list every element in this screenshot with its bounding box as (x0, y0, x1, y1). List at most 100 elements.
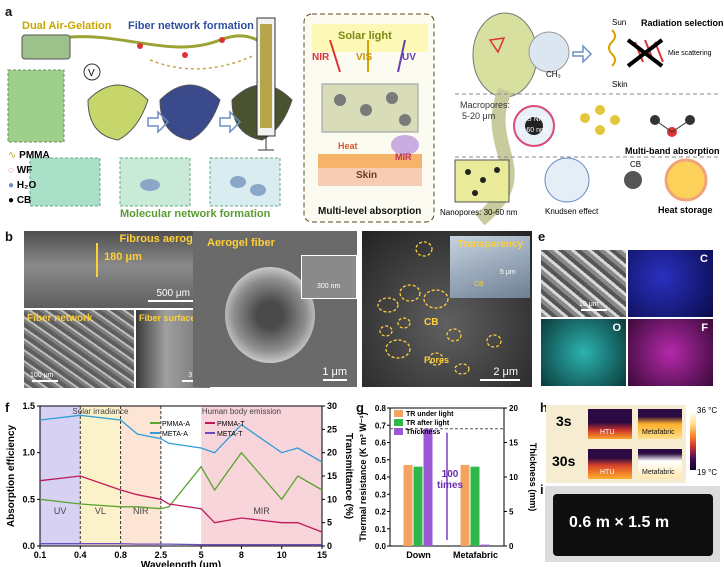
pmma-wave-icon: ∿ (8, 150, 17, 161)
legend-label-pmma-t: PMMA-T (217, 421, 245, 428)
heat-label: Heat (338, 141, 358, 151)
series-line-pmma-a (39, 451, 323, 510)
y2-tick-label: 15 (327, 471, 337, 481)
map-f-label: F (701, 322, 708, 334)
legend-item-h2o: ● H₂O (8, 180, 37, 191)
solar-light-label: Solar light (338, 30, 392, 42)
region-nir (120, 406, 161, 546)
y-tick-label-g: 0.2 (375, 508, 387, 517)
bar-down-1 (413, 466, 423, 546)
y2-tick-label-g: 0 (509, 542, 514, 551)
y2-axis-label: Transmittance (%) (343, 433, 354, 519)
region-label-vl: VL (95, 506, 106, 516)
legend-label-pmma-a: PMMA-A (162, 421, 190, 428)
panel-label-e: e (538, 229, 546, 244)
uv-label: UV (402, 52, 416, 63)
category-label-metafabric: Metafabric (453, 550, 498, 560)
thickness-label: 180 μm (104, 251, 142, 263)
htu-30s-image (588, 449, 632, 479)
scale-main-c-label: 1 μm (322, 366, 347, 378)
scale-bar-d (480, 379, 520, 381)
panel-label-a: a (5, 4, 13, 19)
region-uv (40, 406, 81, 546)
panel-label-h: h (540, 400, 548, 415)
cb-label-d: CB (424, 317, 439, 328)
htu-label-2: HTU (600, 469, 615, 476)
h2o-dot-icon: ● (8, 180, 15, 191)
panel-label-i: i (540, 482, 544, 497)
fabric-sheet (553, 494, 713, 556)
scale-main-d-label: 2 μm (493, 366, 518, 378)
scale-bar-left (32, 380, 58, 382)
fiber-surface-label: Fiber surface (139, 313, 196, 323)
solar-irradiance-label: Solar irradiance (72, 407, 129, 416)
cb-nps-size-label: (~60 nm) (520, 127, 549, 134)
temp-min-label: 19 °C (697, 468, 718, 477)
x-axis-label: Wavelength (μm) (141, 560, 221, 567)
region-label-uv: UV (54, 506, 67, 516)
metafabric-label-2: Metafabric (642, 469, 675, 476)
scale-inset-d-label: 5 μm (500, 269, 516, 276)
cb-dot-icon: ● (8, 195, 15, 206)
panel-c-inset (301, 255, 357, 299)
aerogel-fiber-crosssection (225, 267, 315, 363)
y-tick-label-g: 0.6 (375, 439, 387, 448)
y-tick-label: 0.5 (22, 494, 35, 504)
mie-scattering-label: Mie scattering (668, 50, 712, 57)
y2-tick-label: 25 (327, 424, 337, 434)
y-tick-label-g: 0.7 (375, 421, 387, 430)
htu-label-1: HTU (600, 429, 615, 436)
panel-a-legend: ∿ PMMA ◌ WF ● H₂O ● CB (8, 148, 50, 208)
macropores-size-label: 5-20 μm (462, 111, 496, 121)
y2-tick-label: 30 (327, 401, 337, 411)
fibrous-aerogel-label: Fibrous aerogel (119, 233, 202, 245)
y-tick-label: 0.0 (22, 541, 35, 551)
vis-label: VIS (356, 52, 373, 63)
metafabric-30s-image (638, 449, 682, 479)
fiber-network-label: Fiber network (27, 313, 93, 324)
y2-tick-label: 5 (327, 518, 332, 528)
panel-c-aerogel-fiber-image: Aerogel fiber 300 nm 1 μm (193, 231, 357, 387)
y2-tick-label-g: 15 (509, 439, 518, 448)
skin-label-right: Skin (612, 80, 628, 89)
cb-label-right: CB (630, 160, 642, 169)
molecular-network-formation-title: Molecular network formation (120, 208, 271, 220)
bar-down-2 (423, 428, 433, 546)
y2-tick-label: 0 (327, 541, 332, 551)
bar-down-0 (403, 464, 413, 546)
panel-label-g: g (356, 400, 364, 415)
annotation-line: 100 (442, 469, 459, 480)
region-vl (80, 406, 121, 546)
panel-a-schematic: V (7, 12, 720, 225)
aerogel-fiber-label: Aerogel fiber (207, 237, 275, 249)
heat-storage-title: Heat storage (658, 205, 713, 215)
ch3-label: CH₃ (546, 70, 561, 79)
scale-left-label: 100 μm (30, 372, 54, 379)
absorption-transmittance-chart: UV VL NIR MIR Solar irradiance Human body emi… (6, 401, 354, 567)
nir-label: NIR (312, 52, 330, 63)
y-axis-label: Absorption efficiency (6, 424, 17, 527)
y2-tick-label: 20 (327, 448, 337, 458)
y2-tick-label-g: 5 (509, 508, 514, 517)
y2-tick-label: 10 (327, 494, 337, 504)
x-tick-label: 2.5 (155, 550, 168, 560)
x-tick-label: 15 (317, 550, 327, 560)
legend-label-g-2: Thickness (406, 429, 440, 436)
panel-b-top-image: Fibrous aerogel 180 μm 500 μm (24, 231, 210, 308)
skin-label-a: Skin (356, 170, 378, 181)
scale-e-label: 10 μm (579, 301, 599, 308)
scale-bar-top (148, 300, 196, 302)
scale-inset-c-label: 300 nm (317, 283, 341, 290)
x-tick-label: 5 (199, 550, 204, 560)
legend-item-wf: ◌ WF (8, 165, 33, 176)
y-axis-label-g: Thermal resistance (K m² W⁻¹) (358, 412, 368, 541)
dual-air-gelation-title: Dual Air-Gelation (22, 20, 112, 32)
legend-label-meta-t: META-T (217, 431, 243, 438)
panel-d-transparency-image: Transparency CB 5 μm CB Pores 2 μm (362, 231, 532, 387)
panel-b-fiber-network-image: Fiber network 100 μm (24, 310, 134, 388)
legend-label-meta-a: META-A (162, 431, 188, 438)
body-emission-label: Human body emission (202, 407, 281, 416)
region-label-nir: NIR (133, 506, 149, 516)
cb-nps-label: CB NPs (522, 116, 547, 123)
